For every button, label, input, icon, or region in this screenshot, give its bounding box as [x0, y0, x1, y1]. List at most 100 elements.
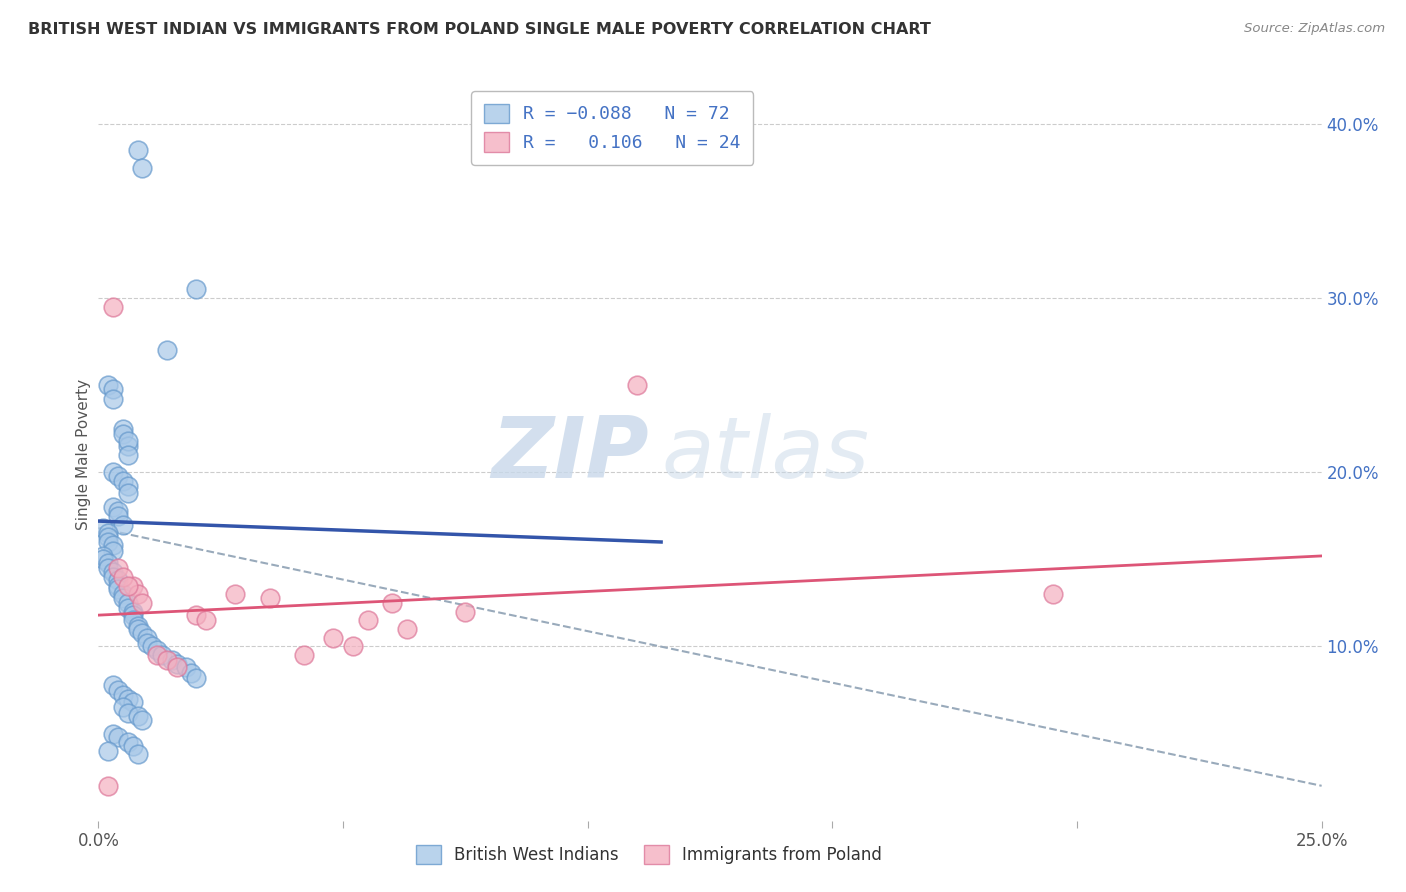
Point: [127, 143, 149, 157]
Point: [97, 561, 120, 575]
Point: [381, 596, 404, 610]
Point: [395, 622, 418, 636]
Point: [111, 570, 134, 584]
Point: [111, 422, 134, 436]
Point: [97, 779, 120, 793]
Point: [131, 596, 153, 610]
Point: [97, 556, 120, 570]
Point: [111, 427, 134, 442]
Point: [186, 671, 208, 685]
Point: [111, 474, 134, 488]
Point: [101, 570, 124, 584]
Point: [107, 574, 129, 588]
Point: [91, 552, 114, 566]
Point: [121, 695, 143, 709]
Point: [101, 539, 124, 553]
Legend: British West Indians, Immigrants from Poland: British West Indians, Immigrants from Po…: [409, 838, 889, 871]
Point: [117, 479, 139, 493]
Point: [454, 605, 477, 619]
Point: [117, 448, 139, 462]
Point: [97, 744, 120, 758]
Point: [117, 439, 139, 453]
Point: [107, 561, 129, 575]
Point: [160, 653, 183, 667]
Point: [91, 549, 114, 563]
Point: [156, 343, 179, 358]
Y-axis label: Single Male Poverty: Single Male Poverty: [76, 379, 91, 531]
Text: atlas: atlas: [661, 413, 869, 497]
Point: [121, 578, 143, 592]
Point: [117, 706, 139, 720]
Point: [156, 653, 179, 667]
Text: BRITISH WEST INDIAN VS IMMIGRANTS FROM POLAND SINGLE MALE POVERTY CORRELATION CH: BRITISH WEST INDIAN VS IMMIGRANTS FROM P…: [28, 22, 931, 37]
Point: [101, 500, 124, 515]
Point: [127, 622, 149, 636]
Point: [107, 508, 129, 523]
Point: [131, 713, 153, 727]
Point: [186, 283, 208, 297]
Point: [117, 434, 139, 448]
Point: [176, 660, 198, 674]
Point: [342, 640, 364, 654]
Point: [107, 582, 129, 596]
Point: [97, 526, 120, 541]
Point: [101, 726, 124, 740]
Point: [117, 578, 139, 592]
Point: [322, 631, 344, 645]
Text: Source: ZipAtlas.com: Source: ZipAtlas.com: [1244, 22, 1385, 36]
Point: [107, 730, 129, 744]
Point: [1042, 587, 1064, 601]
Point: [259, 591, 281, 605]
Point: [91, 521, 114, 535]
Point: [107, 468, 129, 483]
Point: [136, 636, 159, 650]
Point: [97, 378, 120, 392]
Point: [101, 543, 124, 558]
Point: [141, 640, 163, 654]
Point: [121, 613, 143, 627]
Point: [626, 378, 648, 392]
Point: [111, 591, 134, 605]
Point: [195, 613, 218, 627]
Point: [150, 648, 173, 663]
Point: [131, 625, 153, 640]
Point: [166, 657, 188, 671]
Point: [111, 517, 134, 532]
Point: [356, 613, 378, 627]
Point: [111, 587, 134, 601]
Point: [101, 565, 124, 579]
Point: [101, 466, 124, 480]
Point: [121, 608, 143, 623]
Point: [97, 530, 120, 544]
Point: [136, 631, 159, 645]
Point: [121, 605, 143, 619]
Point: [224, 587, 246, 601]
Point: [146, 648, 169, 663]
Point: [101, 300, 124, 314]
Point: [101, 678, 124, 692]
Point: [97, 535, 120, 549]
Point: [131, 161, 153, 175]
Point: [107, 578, 129, 592]
Point: [180, 665, 202, 680]
Point: [121, 739, 143, 753]
Point: [127, 709, 149, 723]
Point: [107, 683, 129, 698]
Point: [117, 735, 139, 749]
Point: [101, 392, 124, 407]
Point: [292, 648, 315, 663]
Point: [117, 486, 139, 500]
Point: [107, 503, 129, 517]
Point: [117, 601, 139, 615]
Point: [117, 691, 139, 706]
Text: ZIP: ZIP: [491, 413, 650, 497]
Point: [127, 587, 149, 601]
Point: [127, 618, 149, 632]
Point: [166, 660, 188, 674]
Point: [117, 596, 139, 610]
Point: [111, 688, 134, 702]
Point: [127, 747, 149, 762]
Point: [146, 643, 169, 657]
Point: [186, 608, 208, 623]
Point: [101, 382, 124, 396]
